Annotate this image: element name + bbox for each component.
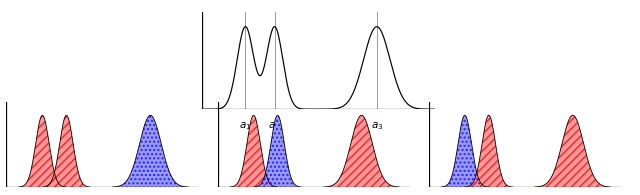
Text: $a_1$: $a_1$ [239, 120, 252, 132]
Text: $a_3$: $a_3$ [371, 120, 383, 132]
Text: $a_2$: $a_2$ [269, 120, 281, 132]
